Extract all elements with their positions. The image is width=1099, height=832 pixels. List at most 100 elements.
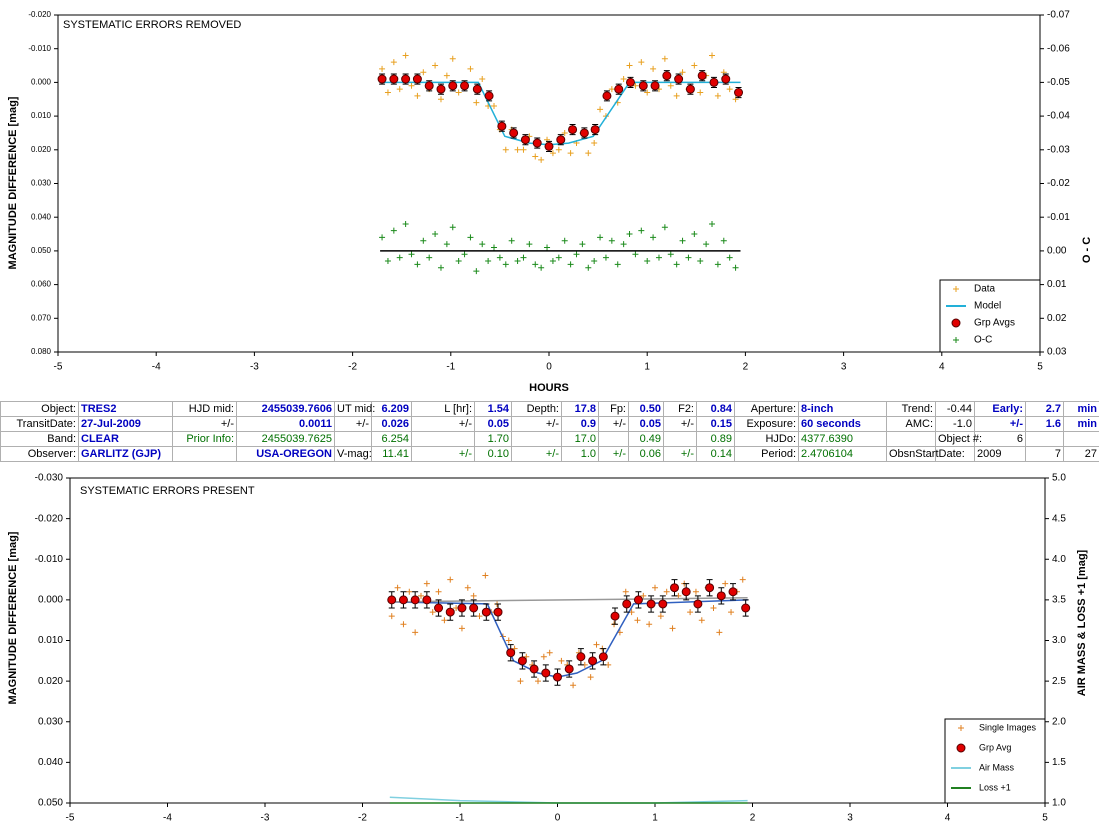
data-point [396,254,403,261]
data-point [379,234,386,241]
y2-tick-label: -0.04 [1047,111,1070,122]
table-cell [334,431,372,447]
table-row: Object: TRES2 HJD mid: 2455039.7606 UT mid: 6… [0,401,1099,417]
group-average [448,81,458,91]
legend-swatch [953,337,959,343]
group-average [544,141,554,151]
data-point [520,146,527,153]
data-point [379,65,386,72]
table-cell: +/- [598,446,629,462]
table-cell: 7 [1025,446,1064,462]
table-cell: 17.0 [561,431,599,447]
x-tick-label: -3 [261,813,270,824]
y-tick-label: -0.020 [28,10,51,19]
data-point [697,258,704,265]
data-point [546,649,553,656]
data-point [437,96,444,103]
data-point [585,264,592,271]
data-point [420,69,427,76]
table-cell: 17.8 [561,401,599,417]
table-cell: Aperture: [734,401,799,417]
x-tick-label: -1 [446,362,455,373]
series-line [389,796,748,804]
table-cell: Object: [0,401,79,417]
data-point [406,588,413,595]
group-average [472,84,482,94]
group-average [460,81,470,91]
data-point [632,251,639,258]
legend-swatch [958,725,964,731]
data-point [514,258,521,265]
data-point [691,231,698,238]
data-point [549,150,556,157]
x-axis-label: HOURS [529,382,569,394]
table-cell: 2455039.7625 [236,431,335,447]
group-average [721,74,731,84]
table-cell: Depth: [511,401,562,417]
group-average [579,128,589,138]
data-point [728,609,735,616]
group-average [484,91,494,101]
y2-tick-label: 0.00 [1047,246,1067,257]
data-point [418,592,424,599]
table-cell [1025,431,1064,447]
data-point [570,682,577,689]
y2-tick-label: 1.0 [1052,798,1066,809]
group-average [422,595,432,605]
table-cell: +/- [598,416,629,432]
data-point [655,254,662,261]
group-average [716,591,726,601]
x-tick-label: 1 [644,362,650,373]
data-point [650,234,657,241]
y2-tick-label: 1.5 [1052,757,1066,768]
data-point [458,625,465,632]
data-point [394,584,401,591]
transit-parameters-table: Object: TRES2 HJD mid: 2455039.7606 UT mid: 6… [0,401,1099,462]
legend-label: Air Mass [979,762,1015,772]
table-cell: 2009 [974,446,1026,462]
data-point [608,86,615,93]
data-point [396,86,403,93]
group-average [650,81,660,91]
x-tick-label: -5 [54,362,63,373]
data-point [455,258,462,265]
data-point [638,59,645,66]
table-cell: 0.9 [561,416,599,432]
y2-tick-label: 0.01 [1047,279,1067,290]
data-point [491,244,498,251]
data-point [626,62,633,69]
data-point [390,227,397,234]
data-point [709,220,716,227]
data-point [669,625,676,632]
x-tick-label: -4 [163,813,172,824]
y2-tick-label: 4.0 [1052,554,1066,565]
table-cell: 6.254 [371,431,412,447]
y2-tick-label: 0.02 [1047,313,1067,324]
table-cell: +/- [974,416,1026,432]
data-point [400,621,407,628]
data-point [476,613,483,620]
table-cell: 8-inch [798,401,887,417]
data-point [652,584,658,591]
chart-systematic-present: SYSTEMATIC ERRORS PRESENT MAGNITUDE DIFF… [7,473,1088,824]
data-point [402,52,409,59]
table-row: Band: CLEAR Prior Info: 2455039.7625 6.254 1.… [0,431,1099,447]
data-point [423,580,430,587]
table-cell: 0.06 [628,446,664,462]
group-average [434,603,444,613]
data-point [461,251,468,258]
data-point [514,146,521,153]
data-point [591,258,598,265]
group-average [622,599,632,609]
y-tick-label: 0.020 [38,676,63,687]
group-average [602,91,612,101]
group-average [568,125,578,135]
data-point [567,150,574,157]
y-tick-label: 0.030 [38,716,63,727]
y-tick-label: -0.030 [35,473,64,484]
data-point [508,237,515,244]
group-average [638,81,648,91]
table-cell: HJDo: [734,431,799,447]
y-tick-label: 0.050 [38,798,63,809]
